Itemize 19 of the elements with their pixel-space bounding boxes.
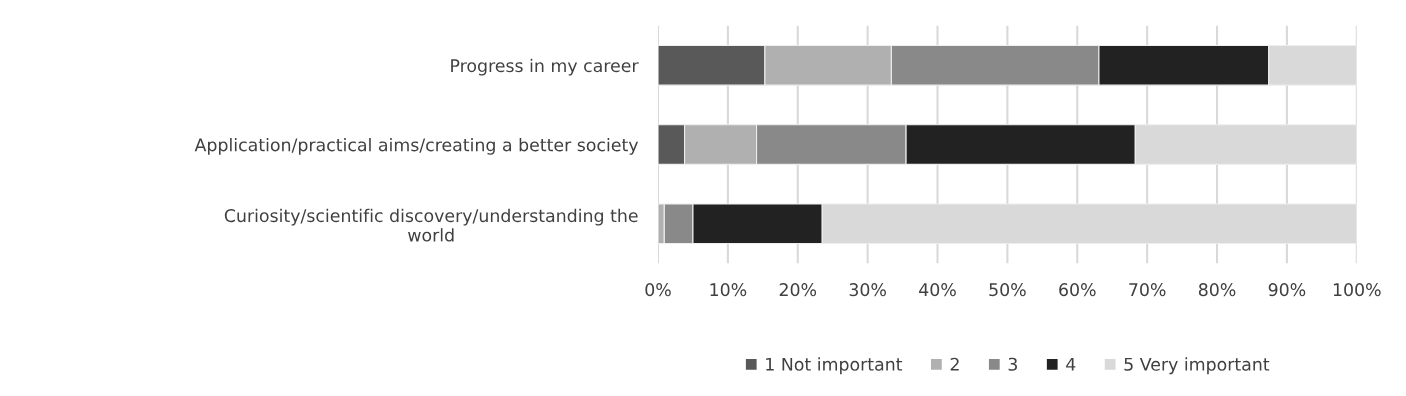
- legend-label: 3: [1008, 357, 1017, 371]
- legend-label: 4: [1066, 357, 1076, 371]
- legend-label: 1 Not important: [766, 357, 903, 375]
- x-tick-label: 70%: [1129, 283, 1166, 297]
- x-tick-label: 100%: [1333, 283, 1381, 297]
- x-tick-label: 0%: [645, 283, 671, 297]
- x-tick-label: 50%: [989, 283, 1026, 297]
- y-tick-label: Progress in my career: [451, 58, 639, 76]
- x-tick-label: 90%: [1268, 283, 1306, 297]
- x-tick-label: 40%: [919, 283, 956, 297]
- y-tick-label: Application/practical aims/creating a better society: [194, 137, 639, 155]
- x-tick-label: 30%: [849, 283, 886, 297]
- x-tick-label: 10%: [710, 283, 747, 297]
- x-tick-label: 20%: [779, 283, 817, 297]
- y-tick-label: Curiosity/scientific discovery/understanding the world: [224, 208, 638, 242]
- x-tick-label: 80%: [1198, 283, 1236, 297]
- legend-label: 2: [950, 357, 959, 371]
- legend-label: 5 Very important: [1124, 357, 1270, 375]
- x-tick-label: 60%: [1059, 283, 1096, 297]
